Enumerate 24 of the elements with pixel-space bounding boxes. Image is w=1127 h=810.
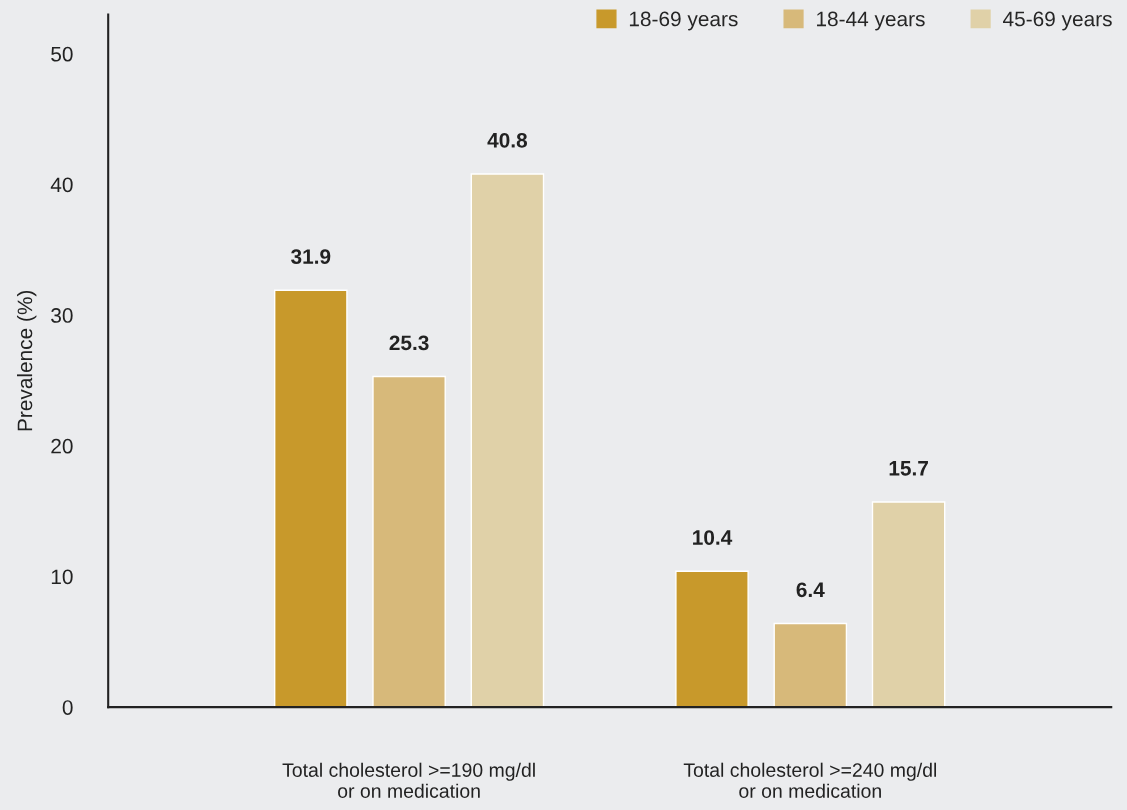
y-tick-label: 20	[51, 438, 73, 454]
bar	[773, 622, 848, 708]
bar	[273, 289, 348, 708]
data-label: 25.3	[389, 335, 429, 351]
legend-label: 18-44 years	[817, 11, 925, 31]
x-tick-label: Total cholesterol >=240 mg/dl or on medication	[683, 762, 937, 798]
y-tick-label: 0	[62, 700, 73, 715]
y-tick-label: 40	[50, 177, 73, 193]
y-tick-label: 50	[51, 46, 73, 62]
bar	[871, 501, 946, 708]
data-label: 31.9	[291, 249, 331, 264]
legend-label: 18-69 years	[629, 11, 738, 31]
legend-label: 45-69 years	[1003, 11, 1112, 31]
y-tick-label: 30	[51, 308, 73, 323]
data-label: 40.8	[487, 132, 528, 148]
data-label: 6.4	[796, 582, 825, 598]
x-tick-label: Total cholesterol >=190 mg/dl or on medication	[282, 762, 535, 798]
bar	[675, 570, 749, 708]
y-axis-title: Prevalence (%)	[16, 290, 37, 431]
bar	[372, 375, 446, 708]
data-label: 10.4	[693, 530, 733, 545]
data-label: 15.7	[889, 461, 928, 476]
bar	[470, 173, 545, 708]
y-tick-label: 10	[51, 569, 73, 585]
